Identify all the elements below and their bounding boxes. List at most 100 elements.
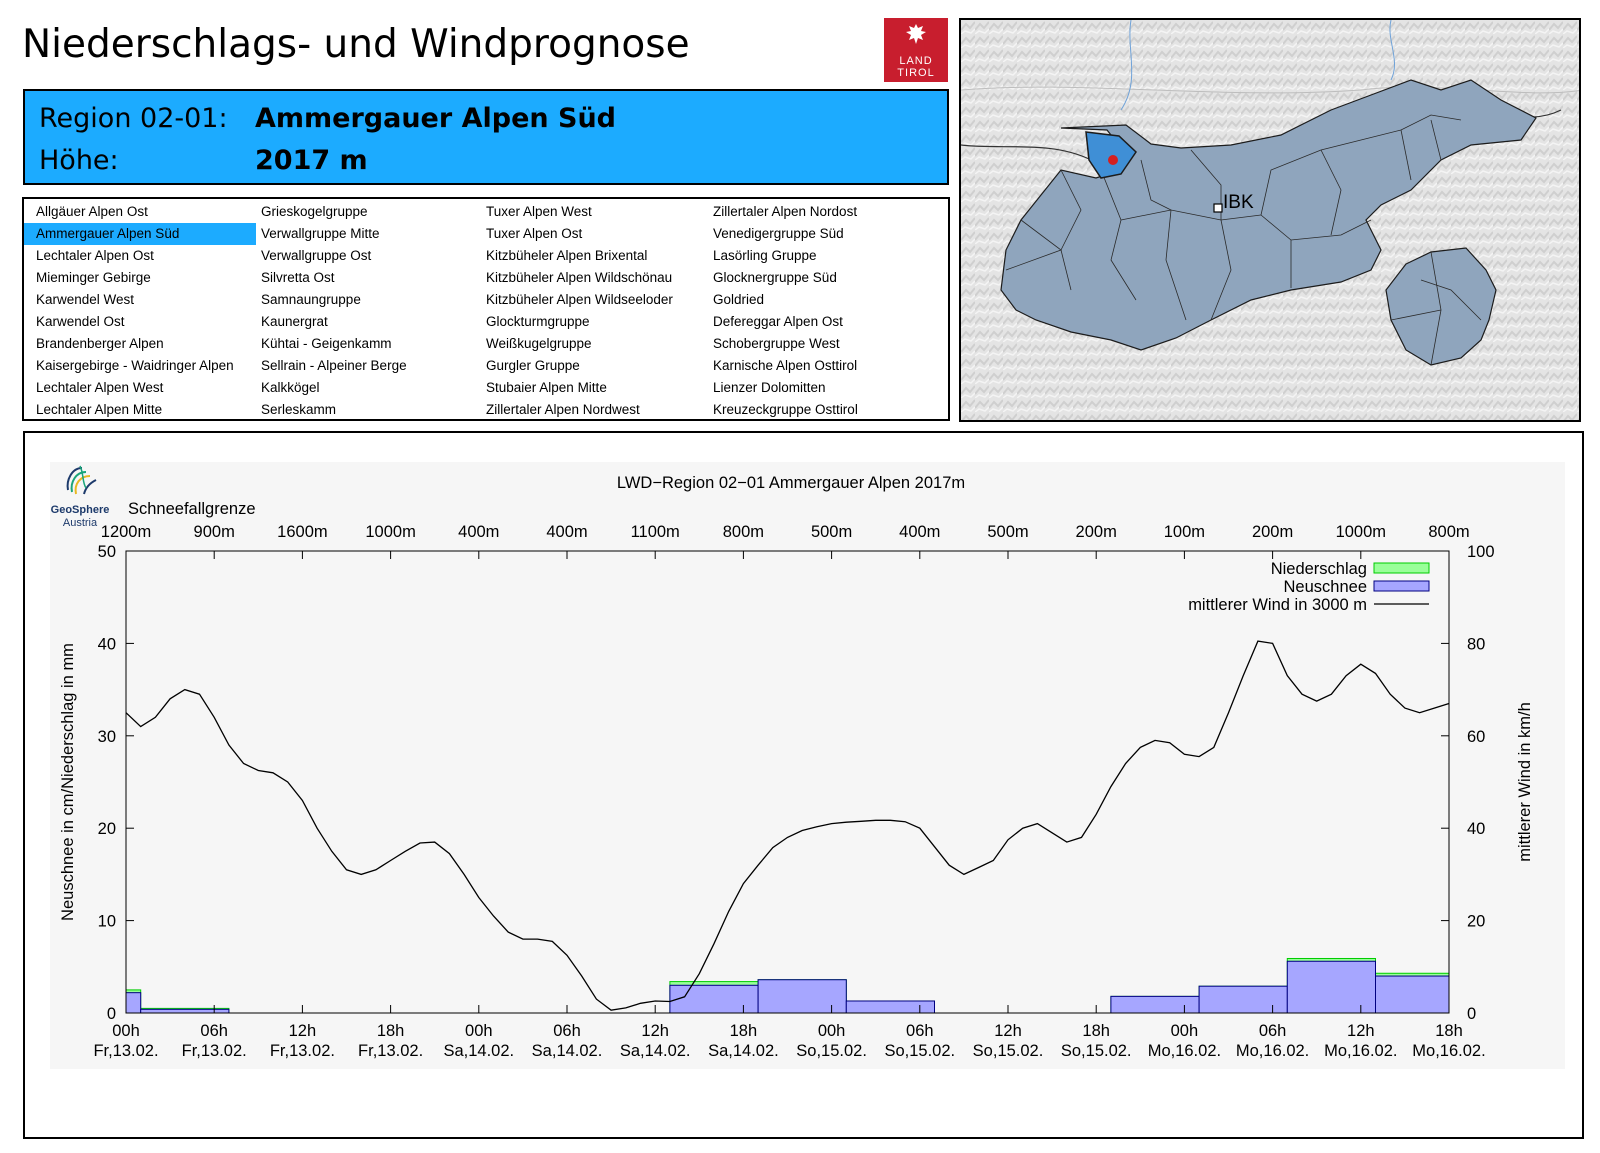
- x-tick-date: Fr,13.02.: [358, 1042, 423, 1060]
- region-list-item[interactable]: Kaunergrat: [261, 314, 328, 329]
- region-list-item[interactable]: Brandenberger Alpen: [36, 336, 164, 351]
- region-list-item[interactable]: Silvretta Ost: [261, 270, 335, 285]
- x-tick-hour: 00h: [465, 1022, 493, 1040]
- region-list-item[interactable]: Zillertaler Alpen Nordwest: [486, 402, 640, 417]
- region-list-item[interactable]: Karnische Alpen Osttirol: [713, 358, 858, 373]
- x-tick-hour: 12h: [1347, 1022, 1375, 1040]
- region-list-item[interactable]: Kitzbüheler Alpen Wildschönau: [486, 270, 673, 285]
- y-axis-left-label: Neuschnee in cm/Niederschlag in mm: [59, 643, 77, 921]
- tirol-eagle-icon: [884, 22, 948, 51]
- region-list-column: Grieskogelgruppe Verwallgruppe Mitte Verwa…: [249, 201, 481, 421]
- region-list-item[interactable]: Lechtaler Alpen Mitte: [36, 402, 163, 417]
- snowline-label: 100m: [1164, 523, 1205, 541]
- geosphere-logo: GeoSphere Austria: [45, 460, 115, 532]
- x-tick-hour: 00h: [1171, 1022, 1199, 1040]
- x-tick-hour: 06h: [553, 1022, 581, 1040]
- snowline-label: 500m: [987, 523, 1028, 541]
- region-list-item[interactable]: Allgäuer Alpen Ost: [36, 204, 148, 219]
- y-tick-label-left: 50: [98, 543, 116, 561]
- x-tick-date: Mo,16.02.: [1324, 1042, 1397, 1060]
- region-list-item[interactable]: Verwallgruppe Mitte: [261, 226, 380, 241]
- region-list-item[interactable]: Karwendel West: [36, 292, 135, 307]
- x-tick-hour: 12h: [994, 1022, 1022, 1040]
- region-list-item[interactable]: Kreuzeckgruppe Osttirol: [713, 402, 858, 417]
- y-axis-right-label: mittlerer Wind in km/h: [1516, 702, 1534, 862]
- x-tick-hour: 00h: [112, 1022, 140, 1040]
- region-list-item[interactable]: Kitzbüheler Alpen Brixental: [486, 248, 648, 263]
- tirol-map[interactable]: IBK: [959, 18, 1581, 422]
- region-list-item[interactable]: Kaisergebirge - Waidringer Alpen: [36, 358, 234, 373]
- x-tick-date: So,15.02.: [1061, 1042, 1132, 1060]
- region-list-item[interactable]: Schobergruppe West: [713, 336, 840, 351]
- x-tick-hour: 00h: [818, 1022, 846, 1040]
- region-list-item[interactable]: Kitzbüheler Alpen Wildseeloder: [486, 292, 673, 307]
- region-list-item[interactable]: Lienzer Dolomitten: [713, 380, 826, 395]
- region-name: Ammergauer Alpen Süd: [255, 103, 616, 134]
- region-list-item[interactable]: Goldried: [713, 292, 765, 307]
- x-tick-date: Mo,16.02.: [1236, 1042, 1309, 1060]
- y-axis-right: 0 20 40 60 80 100: [1441, 543, 1495, 1023]
- region-list-item[interactable]: Stubaier Alpen Mitte: [486, 380, 607, 395]
- region-list-item[interactable]: Venedigergruppe Süd: [713, 226, 844, 241]
- region-list-item[interactable]: Verwallgruppe Ost: [261, 248, 372, 263]
- chart-title: LWD−Region 02−01 Ammergauer Alpen 2017m: [617, 474, 965, 492]
- city-label-ibk: IBK: [1223, 192, 1254, 213]
- snowline-label: 500m: [811, 523, 852, 541]
- region-list-item[interactable]: Kalkkögel: [261, 380, 320, 395]
- snowline-label: 1600m: [277, 523, 327, 541]
- x-tick-hour: 12h: [641, 1022, 669, 1040]
- snow-bars: [125, 960, 1450, 1014]
- region-list-item-selected[interactable]: Ammergauer Alpen Süd: [24, 223, 256, 245]
- plot-frame: [125, 550, 1450, 1014]
- snowline-label: 1000m: [365, 523, 415, 541]
- subregion-borders: [1005, 114, 1482, 366]
- x-axis: 00h Fr,13.02. 06h Fr,13.02. 12h Fr,13.02. 18h F…: [93, 551, 1486, 1060]
- selected-region-highlight[interactable]: [1085, 131, 1137, 179]
- region-list-item[interactable]: Glockturmgruppe: [486, 314, 590, 329]
- provider-name: GeoSphere: [50, 504, 110, 516]
- tirol-north-region[interactable]: [1000, 79, 1537, 351]
- y-tick-label-left: 20: [98, 820, 116, 838]
- wind-series-line: [125, 640, 1450, 1011]
- region-list-item[interactable]: Tuxer Alpen Ost: [486, 226, 583, 241]
- snow-bar: [125, 992, 142, 1014]
- y-tick-label-right: 40: [1467, 820, 1485, 838]
- river-line: [1120, 20, 1133, 111]
- region-list-item[interactable]: Defereggar Alpen Ost: [713, 314, 843, 329]
- y-tick-label-right: 20: [1467, 913, 1485, 931]
- region-list-item[interactable]: Glocknergruppe Süd: [713, 270, 837, 285]
- region-list-item[interactable]: Grieskogelgruppe: [261, 204, 368, 219]
- snowline-label: 1000m: [1336, 523, 1386, 541]
- x-tick-date: So,15.02.: [884, 1042, 955, 1060]
- geosphere-icon: [66, 465, 97, 495]
- region-list-item[interactable]: Weißkugelgruppe: [486, 336, 592, 351]
- region-list-item[interactable]: Karwendel Ost: [36, 314, 125, 329]
- height-label: Höhe:: [39, 145, 119, 176]
- region-list-item[interactable]: Kühtai - Geigenkamm: [261, 336, 392, 351]
- legend-label-wind: mittlerer Wind in 3000 m: [1188, 596, 1367, 614]
- snowline-label: 400m: [899, 523, 940, 541]
- chart-frame: [23, 431, 1584, 1139]
- region-list-item[interactable]: Zillertaler Alpen Nordost: [713, 204, 858, 219]
- region-list-item[interactable]: Samnaungruppe: [261, 292, 361, 307]
- region-list-item[interactable]: Lasörling Gruppe: [713, 248, 817, 263]
- region-list-item[interactable]: Lechtaler Alpen Ost: [36, 248, 154, 263]
- legend-label-precip: Niederschlag: [1271, 560, 1367, 578]
- region-list-item[interactable]: Lechtaler Alpen West: [36, 380, 164, 395]
- snowline-labels: 1200m 900m 1600m 1000m 400m 400m 1100m 800m 500m…: [101, 523, 1470, 541]
- x-tick-hour: 06h: [200, 1022, 228, 1040]
- legend-swatch-precip: [1373, 562, 1430, 574]
- region-list-item[interactable]: Gurgler Gruppe: [486, 358, 580, 373]
- x-tick-date: Mo,16.02.: [1412, 1042, 1485, 1060]
- snowline-label: 400m: [546, 523, 587, 541]
- y-tick-label-left: 10: [98, 913, 116, 931]
- x-tick-date: Sa,14.02.: [532, 1042, 603, 1060]
- region-list-item[interactable]: Sellrain - Alpeiner Berge: [261, 358, 407, 373]
- region-list-column: Allgäuer Alpen Ost Ammergauer Alpen Süd Le…: [24, 201, 256, 421]
- region-list-item[interactable]: Tuxer Alpen West: [486, 204, 592, 219]
- region-list-item[interactable]: Mieminger Gebirge: [36, 270, 151, 285]
- region-list-item[interactable]: Serleskamm: [261, 402, 337, 417]
- legend-label-snow: Neuschnee: [1284, 578, 1367, 596]
